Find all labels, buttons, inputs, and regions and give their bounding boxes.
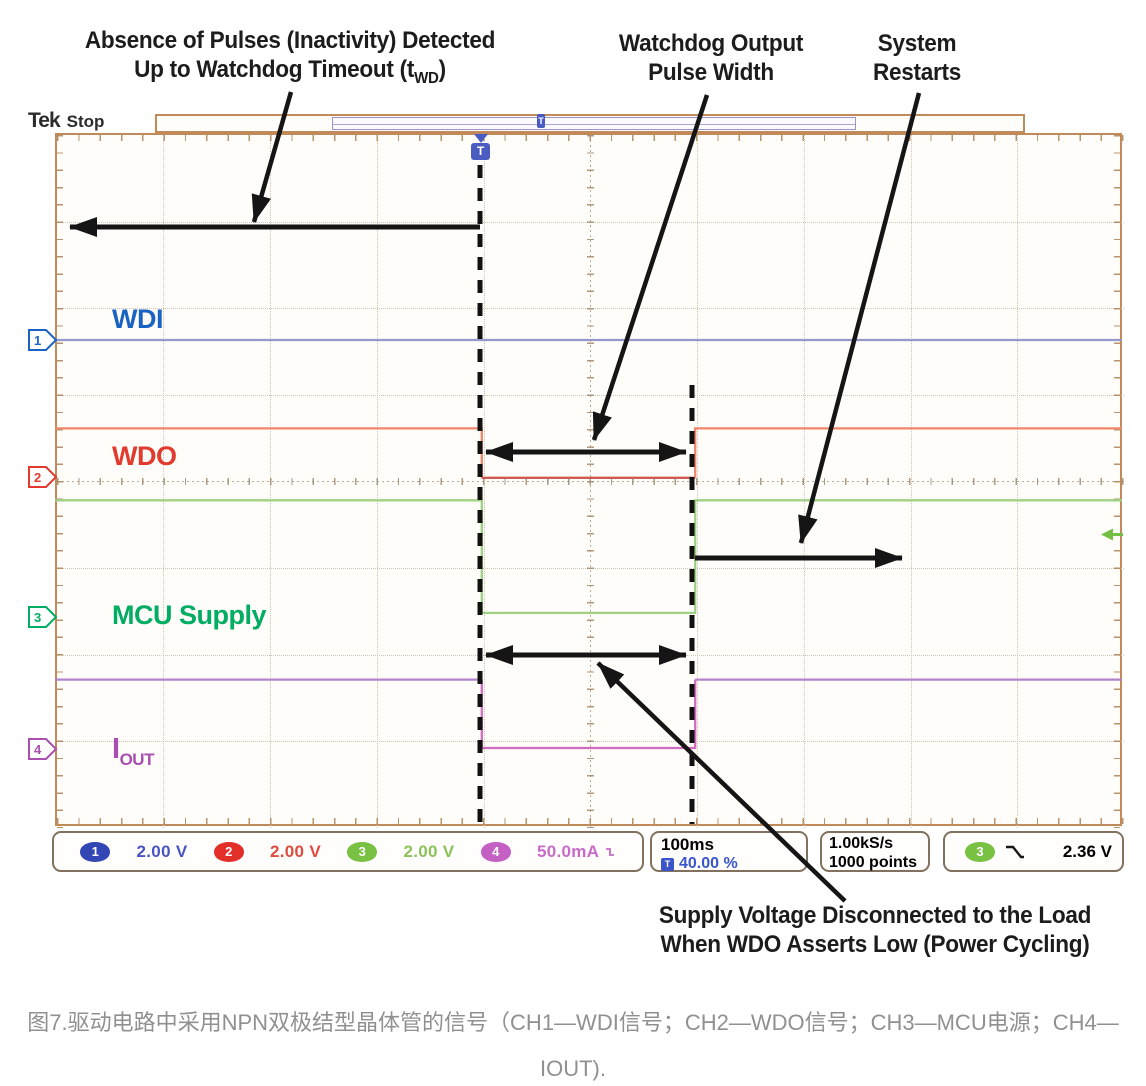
center-horizontal-axis	[57, 478, 1124, 485]
tek-brand: Tek	[28, 109, 61, 132]
record-length-readout: 1000 points	[829, 854, 918, 871]
figure-caption-line1: 图7.驱动电路中采用NPN双极结型晶体管的信号（CH1—WDI信号；CH2—WD…	[27, 1010, 1119, 1035]
label-mcu-supply: MCU Supply	[112, 600, 267, 630]
ch4-position-marker: 4	[28, 738, 58, 760]
ch1-scale-readout: 2.00 V	[136, 841, 188, 861]
waveform-plot	[55, 338, 1122, 750]
trace-IOUT	[480, 679, 697, 750]
ch2-scale-readout: 2.00 V	[270, 841, 321, 861]
annotation-line: System	[877, 30, 957, 57]
probe-coupling-icon	[605, 847, 614, 856]
svg-text:1: 1	[34, 333, 41, 348]
graticule-ticks-top	[57, 135, 1124, 141]
ch1-badge: 1	[80, 841, 111, 862]
trigger-level-arrow-icon	[1101, 528, 1123, 541]
figure-caption-line2: IOUT).	[540, 1056, 606, 1081]
svg-text:3: 3	[34, 610, 41, 625]
trigger-position-row: T 40.00 %	[661, 855, 806, 873]
trigger-level-readout: 2.36 V	[1062, 841, 1112, 861]
annotation-line: Pulse Width	[648, 59, 774, 86]
trigger-readout-box: 3 2.36 V	[943, 831, 1124, 872]
annotation-line: Watchdog Output	[618, 30, 804, 57]
annotation-line: Restarts	[872, 59, 962, 86]
graticule-ticks-right	[1114, 135, 1120, 828]
svg-text:4: 4	[34, 742, 42, 757]
trigger-source-badge: 3	[965, 841, 995, 862]
acq-bar-trigger-marker-icon: T	[537, 114, 545, 128]
label-iout: IOUT	[112, 733, 155, 769]
ch2-badge: 2	[213, 841, 244, 862]
trigger-flag-arrow-icon	[473, 134, 488, 143]
falling-edge-icon	[1006, 845, 1024, 858]
graticule-ticks-left	[57, 135, 63, 828]
trace-WDO	[694, 427, 1122, 478]
graticule-ticks-bottom	[57, 818, 1124, 824]
ch3-badge: 3	[347, 841, 378, 862]
ch4-scale-readout: 50.0mA	[537, 842, 616, 862]
label-wdi: WDI	[112, 304, 163, 334]
acquisition-preview-bar: T	[155, 114, 1025, 133]
acquisition-state: Stop	[66, 112, 105, 131]
sample-rate-box: 1.00kS/s 1000 points	[820, 831, 930, 872]
ch2-position-marker: 2	[28, 466, 58, 488]
subscript-wd: WD	[414, 69, 439, 87]
label-wdo: WDO	[112, 441, 177, 471]
annotation-line: When WDO Asserts Low (Power Cycling)	[660, 931, 1090, 958]
annotation-absence-of-pulses: Absence of Pulses (Inactivity) Detected …	[55, 26, 525, 93]
annotation-watchdog-pulse-width: Watchdog Output Pulse Width	[608, 29, 815, 87]
sample-rate-readout: 1.00kS/s	[829, 835, 894, 852]
acquisition-window	[332, 117, 856, 130]
tek-logo: Tek Stop	[28, 109, 104, 133]
ch3-position-marker: 3	[28, 606, 58, 628]
annotation-supply-disconnected: Supply Voltage Disconnected to the Load …	[631, 901, 1120, 959]
label-iout-subscript: OUT	[119, 749, 155, 769]
annotation-line: Up to Watchdog Timeout (tWD)	[134, 56, 446, 87]
trigger-position-flag-icon: T	[470, 134, 491, 160]
annotation-line: Absence of Pulses (Inactivity) Detected	[84, 27, 496, 54]
acquisition-window-midline	[333, 124, 855, 125]
timebase-readout: 100ms	[661, 835, 714, 854]
ch4-badge: 4	[480, 841, 511, 862]
ch1-position-marker: 1	[28, 329, 58, 351]
timebase-readout-box: 100ms T 40.00 %	[650, 831, 808, 872]
annotation-line: Supply Voltage Disconnected to the Load	[658, 902, 1092, 929]
annotation-system-restarts: System Restarts	[856, 29, 978, 87]
channel-readouts-box: 1 2.00 V 2 2.00 V 3 2.00 V 4 50.0mA	[52, 831, 644, 872]
trigger-position-readout: 40.00 %	[679, 855, 738, 872]
scope-graticule	[55, 133, 1124, 828]
ch3-scale-readout: 2.00 V	[403, 841, 455, 861]
trigger-position-icon: T	[661, 857, 674, 871]
svg-text:2: 2	[34, 470, 41, 485]
trace-MCU Supply	[55, 499, 1122, 615]
trigger-flag-letter: T	[471, 143, 490, 160]
